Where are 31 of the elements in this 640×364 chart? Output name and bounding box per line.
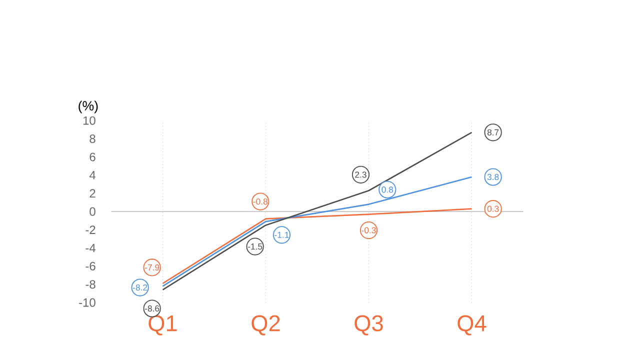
data-label: -8.2 bbox=[132, 284, 148, 291]
data-label: -0.3 bbox=[362, 227, 376, 234]
x-tick-label: Q2 bbox=[252, 315, 280, 336]
y-tick-label: 10 bbox=[83, 116, 96, 125]
y-tick-label: -2 bbox=[86, 226, 96, 234]
line-series bbox=[162, 176, 472, 287]
y-tick-label: -4 bbox=[86, 244, 96, 252]
x-tick-label: Q4 bbox=[458, 315, 486, 336]
y-tick-label: 6 bbox=[90, 152, 96, 162]
data-label: -1.1 bbox=[274, 232, 289, 238]
y-tick-label: 8 bbox=[90, 134, 96, 144]
data-label: 8.7 bbox=[487, 129, 499, 136]
y-tick-label: 4 bbox=[89, 171, 96, 180]
data-label: 0.3 bbox=[487, 206, 499, 212]
data-label: -0.8 bbox=[253, 198, 268, 205]
y-tick-label: -8 bbox=[86, 280, 96, 289]
x-tick-label: Q1 bbox=[148, 315, 177, 336]
y-axis-title: (%) bbox=[78, 100, 98, 114]
y-tick-label: -10 bbox=[79, 298, 96, 307]
line-series bbox=[162, 132, 472, 290]
x-tick-label: Q3 bbox=[354, 315, 383, 336]
data-label: -1.5 bbox=[248, 244, 262, 250]
y-tick-label: 0 bbox=[90, 207, 96, 216]
data-label: 2.3 bbox=[355, 172, 366, 178]
data-label: 3.8 bbox=[487, 174, 499, 180]
data-label: -7.9 bbox=[144, 264, 160, 271]
data-label: -8.6 bbox=[144, 305, 160, 312]
y-tick-label: 2 bbox=[90, 189, 96, 198]
y-tick-label: -6 bbox=[86, 262, 96, 270]
data-label: 0.8 bbox=[382, 186, 394, 193]
line-series bbox=[162, 208, 472, 284]
